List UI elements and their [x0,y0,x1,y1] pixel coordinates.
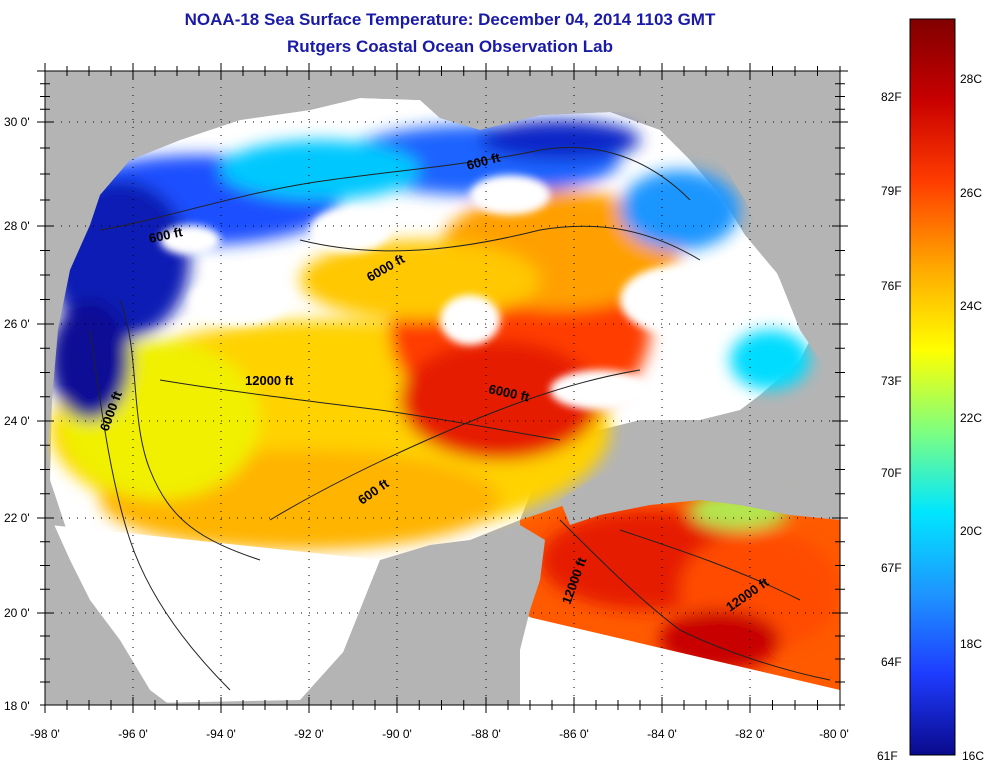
colorbar [909,18,956,756]
lon-label: -98 0' [30,727,60,741]
yucatan-land [330,525,545,705]
ocean-layer [45,71,840,705]
celsius-label: 20C [960,524,982,538]
mexico-west-land [45,480,170,705]
latitude-labels: 30 0' 28 0' 26 0' 24 0' 22 0' 20 0' 18 0… [4,115,30,713]
map-subtitle: Rutgers Coastal Ocean Observation Lab [287,37,613,56]
celsius-label: 16C [962,749,984,763]
bathymetry-contours [89,147,831,691]
lon-label: -94 0' [206,727,236,741]
map-frame [44,70,841,706]
contour-label: 600 ft [148,224,185,246]
map-title: NOAA-18 Sea Surface Temperature: Decembe… [184,10,716,29]
axis-ticks [37,63,848,713]
colorbar-c-labels: 28C 26C 24C 22C 20C 18C 16C [960,72,984,763]
celsius-label: 26C [960,186,982,200]
lat-label: 24 0' [4,414,30,428]
celsius-label: 18C [960,637,982,651]
lon-label: -80 0' [819,727,849,741]
lat-label: 28 0' [4,219,30,233]
contour-label: 12000 ft [245,373,294,388]
lon-label: -84 0' [647,727,677,741]
fahrenheit-label: 76F [881,279,902,293]
cuba-land [560,460,840,525]
lat-label: 18 0' [4,699,30,713]
fahrenheit-label: 73F [881,374,902,388]
lon-label: -96 0' [118,727,148,741]
fahrenheit-label: 70F [881,466,902,480]
graticule [45,71,840,705]
fahrenheit-label: 82F [881,90,902,104]
lon-label: -92 0' [294,727,324,741]
celsius-label: 28C [960,72,982,86]
us-coast-land [45,71,700,480]
cloud-mask [160,175,740,410]
celsius-label: 22C [960,411,982,425]
fahrenheit-label: 61F [877,749,898,763]
colorbar-f-labels: 82F 79F 76F 73F 70F 67F 64F 61F [877,90,902,763]
celsius-label: 24C [960,299,982,313]
lon-label: -86 0' [559,727,589,741]
lon-label: -88 0' [471,727,501,741]
fahrenheit-label: 64F [881,655,902,669]
lat-label: 20 0' [4,606,30,620]
fahrenheit-label: 79F [881,184,902,198]
fahrenheit-label: 67F [881,561,902,575]
lon-label: -90 0' [382,727,412,741]
lat-label: 22 0' [4,511,30,525]
lon-label: -82 0' [735,727,765,741]
florida-land [700,71,840,360]
longitude-labels: -98 0' -96 0' -94 0' -92 0' -90 0' -88 0… [30,727,849,741]
lat-label: 30 0' [4,115,30,129]
lat-label: 26 0' [4,317,30,331]
